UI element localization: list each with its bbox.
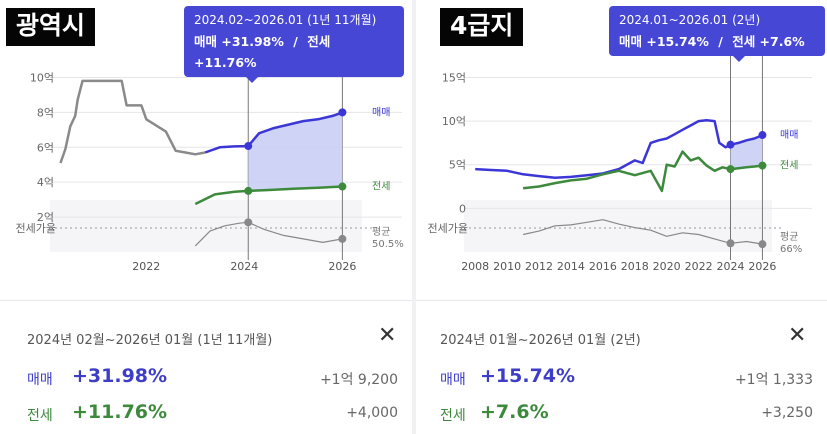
ratio-band-bg: [464, 200, 772, 252]
period-tooltip: 2024.02~2026.01 (1년 11개월) 매매 +31.98% / 전…: [184, 6, 404, 83]
tooltip-jeonse-change: 전세 +7.6%: [732, 34, 805, 49]
sale-amount: +1억 1,333: [734, 372, 813, 388]
series-marker-0-0: [726, 140, 735, 149]
tooltip-period: 2024.01~2026.01 (2년): [619, 13, 761, 27]
y-tick-label: 10억: [442, 115, 466, 128]
y-tick-label: 15억: [442, 71, 466, 84]
summary-card: 2024년 01월~2026년 01월 (2년) ✕ 매매 +15.74% +1…: [416, 300, 827, 434]
ratio-band-bg: [50, 200, 362, 252]
x-tick-label: 2014: [557, 260, 585, 273]
end-label-ratio: 평균: [372, 226, 390, 238]
y-tick-label: 5억: [449, 159, 466, 172]
tooltip-separator: /: [293, 34, 298, 49]
jeonse-amount: +4,000: [346, 405, 398, 421]
end-label-jeonse: 전세: [372, 181, 390, 193]
tooltip-separator: /: [718, 34, 723, 49]
tooltip-changes: 매매 +15.74% / 전세 +7.6%: [619, 31, 815, 52]
tooltip-jeonse-change: 전세 +11.76%: [194, 34, 331, 70]
summary-card: 2024년 02월~2026년 01월 (1년 11개월) ✕ 매매 +31.9…: [0, 300, 412, 434]
series-marker-2-1: [758, 240, 767, 249]
tooltip-sale-change: 매매 +31.98%: [194, 34, 284, 49]
x-tick-label: 2022: [132, 260, 160, 273]
period-tooltip: 2024.01~2026.01 (2년) 매매 +15.74% / 전세 +7.…: [609, 6, 825, 62]
x-tick-label: 2024: [230, 260, 258, 273]
region-label: 광역시: [6, 8, 96, 46]
tooltip-period: 2024.02~2026.01 (1년 11개월): [194, 13, 377, 27]
end-label-sale: 매매: [372, 106, 390, 118]
series-marker-1-1: [758, 161, 767, 170]
series-line-1: [194, 185, 343, 206]
x-tick-label: 2024: [717, 260, 745, 273]
series-line-2: [522, 219, 763, 245]
ratio-axis-label: 전세가율: [16, 222, 56, 235]
close-icon[interactable]: ✕: [788, 323, 807, 348]
jeonse-percent: +11.76%: [72, 401, 168, 423]
jeonse-amount: +3,250: [761, 405, 813, 421]
jeonse-percent: +7.6%: [480, 401, 549, 423]
tooltip-changes: 매매 +31.98% / 전세 +11.76%: [194, 31, 394, 73]
tooltip-sale-change: 매매 +15.74%: [619, 34, 709, 49]
sale-percent: +15.74%: [480, 365, 576, 387]
series-line-3: [194, 221, 343, 247]
y-tick-label: 10억: [30, 71, 54, 84]
x-tick-label: 2012: [525, 260, 553, 273]
series-marker-1-0: [726, 165, 735, 174]
sale-label: 매매: [440, 372, 466, 388]
ratio-axis-label: 전세가율: [428, 222, 468, 235]
series-line-1: [522, 150, 763, 193]
x-tick-label: 2018: [621, 260, 649, 273]
summary-period: 2024년 02월~2026년 01월 (1년 11개월): [27, 333, 273, 348]
series-marker-0-0: [244, 142, 253, 151]
x-tick-label: 2020: [653, 260, 681, 273]
y-tick-label: 2억: [37, 211, 54, 224]
jeonse-label: 전세: [27, 408, 53, 424]
series-marker-3-1: [338, 234, 347, 243]
x-tick-label: 2008: [461, 260, 489, 273]
y-tick-label: 6억: [37, 141, 54, 154]
end-label-jeonse: 전세: [780, 160, 798, 172]
end-label-sale: 매매: [780, 129, 798, 141]
y-tick-label: 8억: [37, 106, 54, 119]
series-marker-2-0: [726, 239, 735, 248]
end-label-ratio: 평균: [780, 231, 798, 243]
close-icon[interactable]: ✕: [378, 323, 397, 348]
series-line-2: [59, 79, 206, 164]
series-line-0: [204, 111, 343, 154]
end-label-ratio-value: 50.5%: [372, 239, 404, 250]
region-label: 4급지: [440, 8, 524, 46]
x-tick-label: 2022: [685, 260, 713, 273]
panel-divider: [412, 0, 416, 434]
summary-period: 2024년 01월~2026년 01월 (2년): [440, 333, 641, 348]
series-marker-3-0: [244, 218, 253, 227]
sale-percent: +31.98%: [72, 365, 168, 387]
series-marker-0-1: [338, 108, 347, 117]
sale-label: 매매: [27, 372, 53, 388]
sale-amount: +1억 9,200: [319, 372, 398, 388]
chart-panel-metro: 10억 8억 6억 4억 2억 전세가율 매매 전세 평균 50.5% 2022 2024 2026 광…: [0, 0, 412, 434]
series-marker-1-1: [338, 182, 347, 191]
x-tick-label: 2010: [493, 260, 521, 273]
jeonse-label: 전세: [440, 408, 466, 424]
chart-panel-tier4: 15억 10억 5억 0 전세가율 매매 전세 평균 66% 2008 2010 2012 2014 20…: [416, 0, 827, 434]
end-label-ratio-value: 66%: [780, 244, 802, 255]
series-marker-0-1: [758, 131, 767, 140]
y-tick-label: 0: [459, 202, 466, 215]
series-marker-1-0: [244, 186, 253, 195]
x-tick-label: 2026: [328, 260, 356, 273]
selection-area: [248, 112, 343, 191]
x-tick-label: 2026: [748, 260, 776, 273]
y-tick-label: 4억: [37, 176, 54, 189]
x-tick-label: 2016: [589, 260, 617, 273]
